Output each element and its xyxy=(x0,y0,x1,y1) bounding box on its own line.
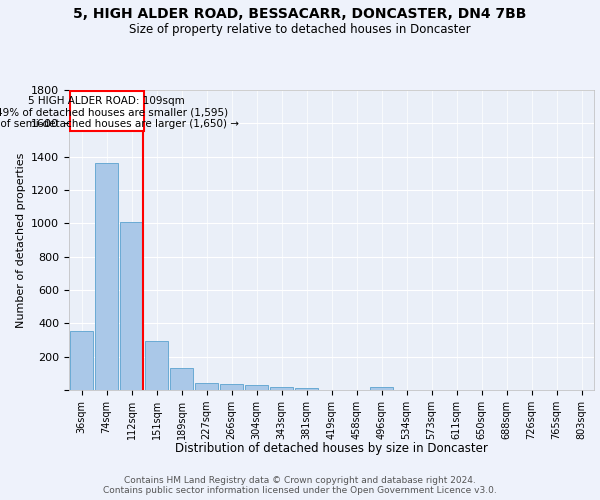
Text: Contains HM Land Registry data © Crown copyright and database right 2024.
Contai: Contains HM Land Registry data © Crown c… xyxy=(103,476,497,495)
FancyBboxPatch shape xyxy=(70,91,143,131)
Bar xyxy=(95,164,118,390)
Bar xyxy=(170,368,193,390)
Text: Size of property relative to detached houses in Doncaster: Size of property relative to detached ho… xyxy=(129,22,471,36)
Bar xyxy=(245,385,268,390)
Bar xyxy=(370,386,394,390)
Bar xyxy=(119,222,143,390)
Text: 51% of semi-detached houses are larger (1,650) →: 51% of semi-detached houses are larger (… xyxy=(0,118,239,128)
Bar xyxy=(295,388,319,390)
Text: 5, HIGH ALDER ROAD, BESSACARR, DONCASTER, DN4 7BB: 5, HIGH ALDER ROAD, BESSACARR, DONCASTER… xyxy=(73,8,527,22)
Text: ← 49% of detached houses are smaller (1,595): ← 49% of detached houses are smaller (1,… xyxy=(0,108,229,118)
Bar xyxy=(145,341,169,390)
Bar xyxy=(269,386,293,390)
Bar xyxy=(70,331,94,390)
Text: 5 HIGH ALDER ROAD: 109sqm: 5 HIGH ALDER ROAD: 109sqm xyxy=(28,96,185,106)
X-axis label: Distribution of detached houses by size in Doncaster: Distribution of detached houses by size … xyxy=(175,442,488,455)
Bar xyxy=(220,384,244,390)
Bar xyxy=(194,383,218,390)
Y-axis label: Number of detached properties: Number of detached properties xyxy=(16,152,26,328)
